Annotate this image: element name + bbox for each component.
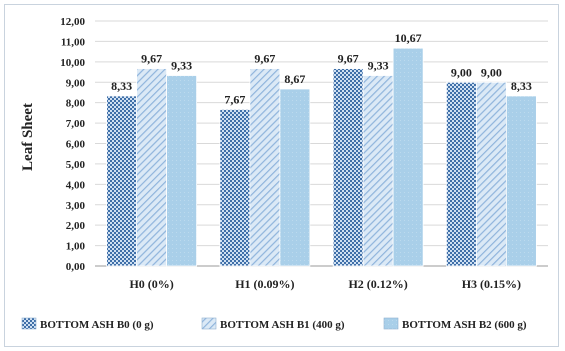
- y-tick-label: 3,00: [66, 200, 86, 212]
- y-tick-label: 0,00: [66, 261, 86, 273]
- bar: [249, 68, 281, 267]
- y-tick-label: 10,00: [60, 57, 85, 69]
- y-tick-label: 4,00: [66, 179, 86, 191]
- x-tick-label: H1 (0.09%): [235, 277, 294, 291]
- bar: [219, 109, 251, 267]
- bar: [362, 75, 394, 267]
- data-label: 9,67: [338, 52, 359, 66]
- legend-swatch: [383, 317, 399, 330]
- axes: 0,00 1,00 2,00 3,00 4,00 5,00 6,00 7,00 8,00 9,00…: [60, 16, 548, 291]
- data-label: 9,67: [254, 52, 275, 66]
- legend-swatch: [201, 317, 217, 330]
- x-tick-label: H2 (0.12%): [348, 277, 407, 291]
- bar: [332, 68, 364, 267]
- y-tick-label: 8,00: [66, 98, 86, 110]
- y-tick-label: 7,00: [66, 118, 86, 130]
- legend-swatch: [21, 317, 37, 330]
- x-tick-label: H0 (0%): [129, 277, 173, 291]
- data-label: 7,67: [224, 92, 245, 106]
- data-label: 9,67: [141, 52, 162, 66]
- legend-label: BOTTOM ASH B0 (0 g): [40, 319, 154, 331]
- bar: [166, 75, 198, 267]
- y-tick-label: 1,00: [66, 241, 86, 253]
- data-labels: 8,33 9,67 9,33 7,67 9,67 8,67 9,67 9,33 10,67 9,0…: [111, 31, 532, 106]
- y-tick-label: 12,00: [60, 16, 85, 28]
- legend-label: BOTTOM ASH B2 (600 g): [402, 319, 527, 331]
- x-tick-label: H3 (0.15%): [462, 277, 521, 291]
- data-label: 8,67: [284, 72, 305, 86]
- bar: [505, 95, 537, 267]
- y-tick-label: 11,00: [61, 36, 86, 48]
- legend-label: BOTTOM ASH B1 (400 g): [220, 319, 345, 331]
- data-label: 9,00: [481, 65, 502, 79]
- y-tick-label: 6,00: [66, 139, 86, 151]
- bar: [136, 68, 168, 267]
- data-label: 10,67: [395, 31, 422, 45]
- legend: BOTTOM ASH B0 (0 g) BOTTOM ASH B1 (400 g)…: [21, 317, 527, 331]
- bar: [475, 81, 507, 267]
- data-label: 8,33: [511, 79, 532, 93]
- bar: [392, 47, 424, 267]
- bar: [445, 81, 477, 267]
- data-label: 9,33: [368, 59, 389, 73]
- y-axis-title: Leaf Sheet: [20, 103, 36, 171]
- data-label: 9,33: [171, 59, 192, 73]
- bar: [279, 88, 311, 267]
- data-label: 8,33: [111, 79, 132, 93]
- bars: [106, 47, 537, 267]
- bar: [106, 95, 138, 267]
- data-label: 9,00: [451, 65, 472, 79]
- y-tick-label: 5,00: [66, 159, 86, 171]
- y-tick-label: 9,00: [66, 77, 86, 89]
- y-tick-label: 2,00: [66, 220, 86, 232]
